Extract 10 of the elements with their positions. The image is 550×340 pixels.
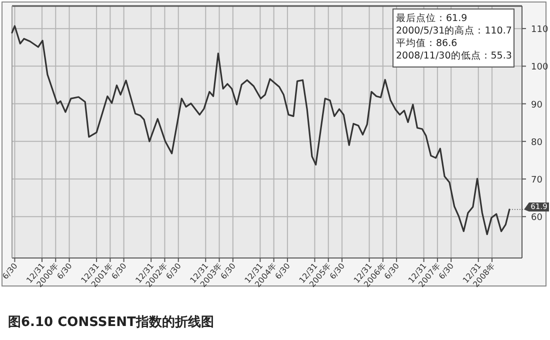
annotation: 2008/11/30的低点：55.3 [396,50,512,62]
line-series [11,25,510,236]
annotation: 最后点位：61.9 [396,12,468,24]
y-tick-label: 70 [531,176,543,186]
annotation: 平均值：86.6 [396,37,458,49]
annotation: 2000/5/31的高点：110.7 [396,24,512,36]
y-tick-label: 80 [531,138,543,148]
text: 图6.10 CONSSENT指数的折线图 [8,315,214,330]
y-tick-label: 90 [531,100,543,110]
y-tick-label: 60 [531,213,543,224]
